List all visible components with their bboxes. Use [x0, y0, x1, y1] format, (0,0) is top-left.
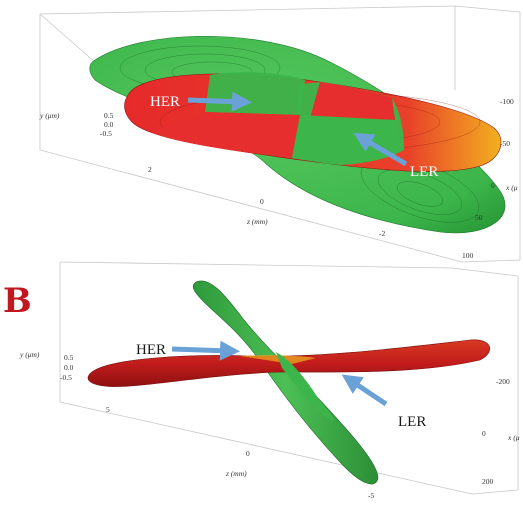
x-axis-label-b: x (μ: [507, 433, 520, 442]
y-tick-b-2: -0.5: [60, 373, 72, 382]
y-tick-a-1: 0.0: [104, 120, 114, 129]
z-axis-label-a: z (mm): [246, 217, 268, 226]
ler-front-b: [276, 352, 335, 421]
panel-b-bounding-box: [59, 261, 519, 495]
z-tick-a-0: 2: [148, 165, 152, 174]
panel-letter-b: B: [3, 281, 32, 321]
ler-arrow-b: [341, 374, 388, 407]
ler-arrow-a: [353, 132, 408, 167]
z-axis-label-b: z (mm): [225, 469, 247, 478]
her-arrow-a: [187, 91, 252, 112]
x-tick-a-1: -50: [500, 139, 510, 148]
y-axis-label-a: y (μm): [39, 111, 60, 120]
y-tick-b-1: 0.0: [64, 363, 74, 372]
her-arrow-b: [171, 340, 240, 361]
z-tick-b-1: 0: [246, 449, 250, 458]
panel-a: HER LER y (μm) 0.5 0.0 -0.5 2 0 -2 z (mm…: [39, 5, 521, 263]
panel-a-bounding-box: [39, 5, 521, 263]
x-tick-b-0: -200: [496, 377, 510, 386]
ler-label-b: LER: [398, 414, 426, 430]
her-label-a: HER: [150, 94, 180, 110]
ler-label-a: LER: [410, 164, 438, 180]
y-tick-a-2: -0.5: [100, 129, 112, 138]
y-axis-label-b: y (μm): [19, 350, 40, 359]
x-tick-a-0: -100: [500, 97, 514, 106]
her-label-b: HER: [136, 342, 166, 358]
ler-beam-b: [192, 280, 379, 485]
z-tick-a-1: 0: [260, 197, 264, 206]
z-tick-a-2: -2: [379, 229, 385, 238]
x-tick-a-4: 100: [462, 251, 474, 260]
y-tick-b-0: 0.5: [64, 353, 74, 362]
x-tick-a-3: 50: [475, 213, 483, 222]
z-tick-b-2: -5: [368, 491, 374, 500]
y-tick-a-0: 0.5: [104, 111, 114, 120]
panel-b: B HER LER y (μm) 0.5 0.0 -0.5 5 0 -5: [3, 261, 520, 500]
x-tick-b-2: 200: [482, 477, 494, 486]
x-tick-b-1: 0: [482, 429, 486, 438]
x-axis-label-a: x (μ: [505, 183, 518, 192]
x-tick-a-2: 0: [491, 181, 495, 190]
z-tick-b-0: 5: [106, 405, 110, 414]
